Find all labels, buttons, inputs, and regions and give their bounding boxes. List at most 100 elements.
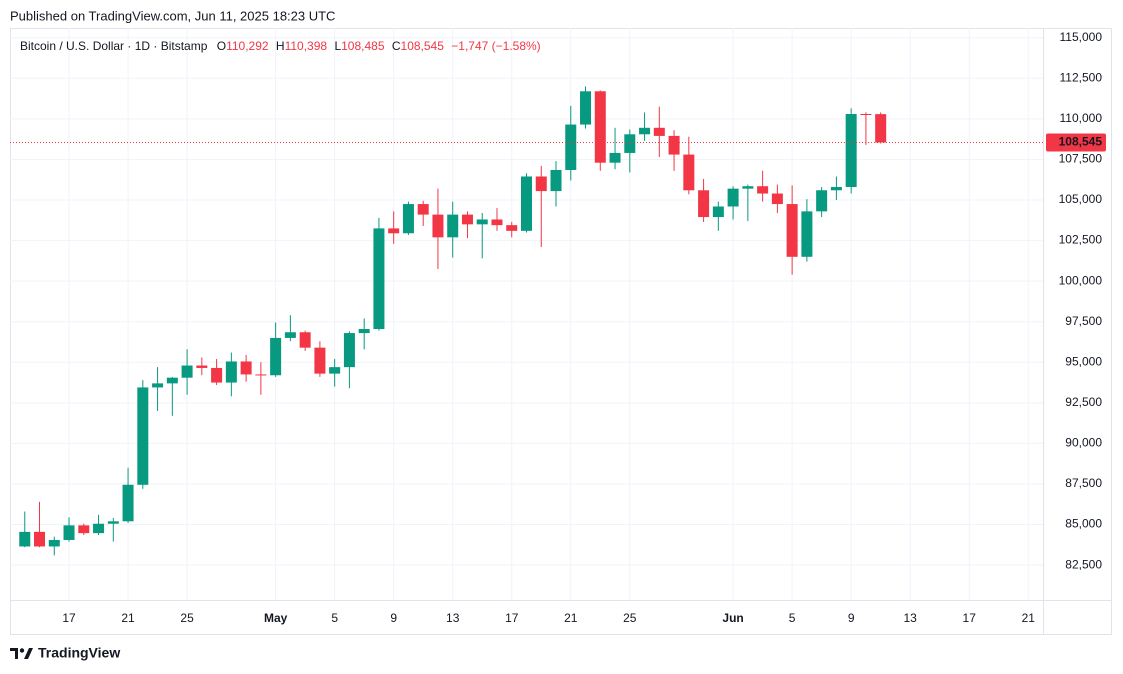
candle-body: [166, 377, 178, 384]
candle-body: [19, 531, 31, 547]
candle-body: [668, 135, 680, 155]
tradingview-logo: [10, 648, 33, 659]
y-tick-label: 92,500: [1065, 395, 1102, 409]
legend-open-value: 110,292: [226, 39, 269, 53]
candle-body: [786, 204, 798, 257]
candle-body: [284, 332, 296, 338]
candle-body: [93, 523, 105, 534]
candle-body: [240, 361, 252, 375]
candle-body: [535, 176, 547, 192]
candle-body: [225, 361, 237, 383]
candle-body: [476, 219, 488, 225]
published-note: Published on TradingView.com, Jun 11, 20…: [10, 8, 335, 23]
candle-body: [48, 539, 60, 547]
legend-close-value: 108,545: [401, 39, 445, 53]
logo-shape: [19, 648, 25, 653]
y-tick-label: 102,500: [1059, 233, 1103, 247]
candle-body: [122, 484, 134, 522]
candle-body: [491, 219, 503, 226]
x-tick-label: 21: [1022, 611, 1036, 625]
legend: Bitcoin / U.S. Dollar · 1D · Bitstamp O1…: [20, 39, 541, 53]
x-tick-label: 25: [180, 611, 194, 625]
y-tick-label: 87,500: [1065, 476, 1102, 490]
candle-body: [63, 525, 75, 540]
candle-body: [461, 214, 473, 225]
x-tick-label: 13: [446, 611, 460, 625]
legend-change: −1,747 (−1.58%): [451, 39, 540, 53]
candle-body: [417, 204, 429, 215]
candle-body: [432, 214, 444, 238]
x-tick-label: 17: [62, 611, 76, 625]
candle-body: [329, 367, 341, 374]
legend-low-label: L: [334, 39, 341, 53]
y-tick-label: 112,500: [1060, 70, 1103, 84]
candle-body: [78, 525, 90, 534]
candle-body: [609, 152, 621, 163]
x-tick-label: 13: [904, 611, 918, 625]
chart-frame: [10, 28, 1112, 635]
y-tick-label: 115,000: [1060, 30, 1103, 44]
y-tick-label: 85,000: [1065, 517, 1102, 531]
candles: [19, 86, 887, 556]
legend-symbol: Bitcoin / U.S. Dollar · 1D · Bitstamp: [20, 39, 208, 53]
x-tick-label: 25: [623, 611, 637, 625]
legend-open-label: O: [217, 39, 226, 53]
x-tick-label: 5: [789, 611, 796, 625]
candle-body: [152, 383, 164, 388]
candle-body: [742, 186, 754, 189]
candle-body: [712, 206, 724, 218]
candle-body: [137, 387, 149, 485]
candle-body: [860, 114, 872, 116]
logo-shape: [24, 648, 33, 659]
candle-body: [358, 329, 370, 334]
candle-body: [299, 332, 311, 348]
x-tick-label: 9: [390, 611, 397, 625]
x-tick-label: 21: [121, 611, 135, 625]
y-tick-label: 100,000: [1059, 273, 1103, 287]
candle-body: [845, 114, 857, 188]
candle-body: [727, 188, 739, 207]
x-tick-label: 17: [505, 611, 519, 625]
candle-body: [757, 186, 769, 194]
x-tick-label: 9: [848, 611, 855, 625]
last-price-box: [1046, 133, 1106, 152]
brand: TradingView: [38, 645, 120, 661]
candle-body: [565, 124, 577, 170]
candle-body: [771, 193, 783, 205]
candle-body: [550, 169, 562, 192]
grid: [10, 28, 1043, 600]
candle-body: [402, 204, 414, 234]
legend-high-value: 110,398: [285, 39, 328, 53]
candle-body: [388, 228, 400, 234]
y-tick-label: 90,000: [1065, 436, 1102, 450]
candle-body: [34, 531, 46, 547]
candle-body: [875, 114, 887, 143]
legend-high-label: H: [276, 39, 285, 53]
candle-body: [801, 211, 813, 257]
candle-body: [580, 91, 592, 125]
candle-body: [698, 190, 710, 218]
candle-body: [314, 347, 326, 374]
legend-low-value: 108,485: [341, 39, 385, 53]
candle-body: [447, 214, 459, 238]
candle-body: [211, 367, 223, 383]
x-tick-label: 5: [331, 611, 338, 625]
x-tick-label: 21: [564, 611, 578, 625]
candle-body: [506, 225, 518, 231]
y-tick-label: 107,500: [1059, 152, 1103, 166]
y-tick-label: 97,500: [1065, 314, 1102, 328]
candle-body: [181, 365, 193, 378]
candle-body: [343, 333, 355, 368]
x-tick-label: 17: [963, 611, 977, 625]
candle-body: [521, 176, 532, 231]
last-price-label: 108,545: [1059, 135, 1103, 149]
legend-close-label: C: [392, 39, 401, 53]
logo-shape: [10, 648, 18, 659]
y-tick-label: 95,000: [1065, 354, 1102, 368]
candle-body: [107, 521, 119, 524]
candle-body: [830, 187, 842, 191]
candle-body: [373, 228, 385, 330]
candle-body: [653, 127, 665, 136]
candle-body: [270, 337, 282, 376]
